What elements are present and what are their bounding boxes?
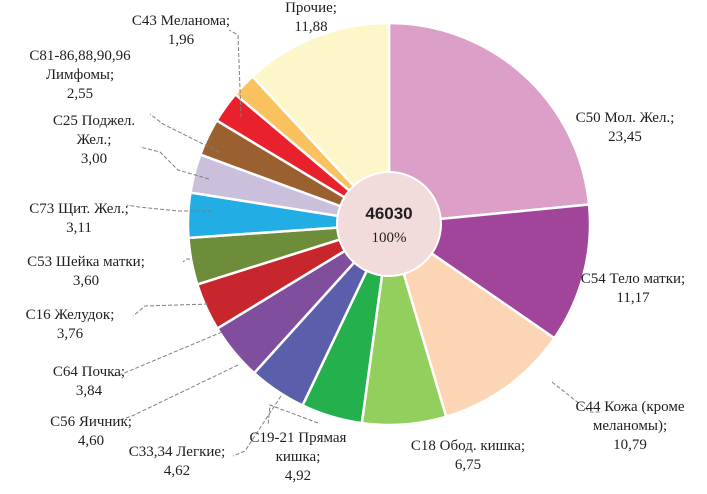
- slice-value: 10,79: [613, 437, 647, 453]
- slice-value: 23,45: [608, 129, 642, 145]
- slice-label: C43 Меланома; 1,96: [132, 13, 230, 48]
- slice-name: C19-21 Прямая: [250, 430, 347, 446]
- slice-label: Прочие; 11,88: [285, 0, 337, 35]
- leader-line: [119, 364, 239, 421]
- slice-name: Жел.;: [77, 132, 112, 148]
- slice-name: C56 Яичник;: [50, 414, 132, 430]
- slice-name: C81-86,88,90,96: [29, 48, 131, 64]
- slice-value: 3,76: [57, 326, 84, 342]
- slice-name: меланомы);: [593, 418, 667, 434]
- slice-label: C64 Почка; 3,84: [53, 364, 125, 399]
- slice-value: 11,17: [616, 290, 650, 306]
- pie-slice: [250, 21, 391, 228]
- slice-label: C18 Обод. кишка; 6,75: [411, 438, 525, 473]
- slice-label: C25 Поджел. Жел.; 3,00: [53, 113, 135, 167]
- slice-name: C53 Шейка матки;: [27, 254, 145, 270]
- center-disc: [336, 171, 442, 277]
- slice-name: C64 Почка;: [53, 364, 125, 380]
- slice-label: C16 Желудок; 3,76: [26, 307, 115, 342]
- slice-value: 6,75: [455, 457, 481, 473]
- slice-value: 4,60: [78, 433, 104, 449]
- center-total-label: 46030: [365, 204, 412, 223]
- slice-name: Прочие;: [285, 0, 337, 16]
- slice-label: C19-21 Прямая кишка; 4,92: [250, 430, 347, 484]
- slice-value: 4,92: [285, 468, 311, 484]
- slice-value: 3,84: [76, 383, 103, 399]
- leader-line: [267, 404, 319, 426]
- slice-label: C53 Шейка матки; 3,60: [27, 254, 145, 289]
- pie-slice: [386, 220, 557, 419]
- slice-label: C56 Яичник; 4,60: [50, 414, 132, 449]
- center-percent-label: 100%: [372, 230, 407, 246]
- slice-label: C54 Тело матки; 11,17: [581, 271, 685, 306]
- slice-label: C81-86,88,90,96 Лимфомы; 2,55: [29, 48, 131, 102]
- leader-line: [111, 331, 223, 377]
- leader-line: [228, 29, 242, 118]
- slice-name: Лимфомы;: [46, 67, 114, 83]
- slice-value: 3,60: [73, 273, 99, 289]
- slice-name: C44 Кожа (кроме: [575, 399, 684, 415]
- slice-value: 3,11: [66, 220, 92, 236]
- leader-line: [139, 146, 210, 180]
- leader-lines-group: [111, 29, 602, 457]
- slice-label: C50 Мол. Жел.; 23,45: [576, 110, 675, 145]
- slice-name: C54 Тело матки;: [581, 271, 685, 287]
- leader-line: [132, 303, 209, 317]
- slice-value: 11,88: [294, 19, 327, 35]
- slice-value: 3,00: [81, 151, 107, 167]
- slice-value: 4,62: [164, 463, 190, 479]
- slice-label: C33,34 Легкие; 4,62: [129, 444, 226, 479]
- slice-name: C18 Обод. кишка;: [411, 438, 525, 454]
- leader-line: [126, 204, 212, 212]
- leader-line: [182, 258, 202, 263]
- slice-value: 1,96: [168, 32, 195, 48]
- slice-name: кишка;: [276, 449, 321, 465]
- slice-name: C43 Меланома;: [132, 13, 230, 29]
- slice-label: C73 Щит. Жел.; 3,11: [29, 201, 129, 236]
- leader-line: [551, 381, 602, 413]
- leader-line: [232, 395, 282, 457]
- slice-name: C25 Поджел.: [53, 113, 135, 129]
- slice-value: 2,55: [67, 86, 93, 102]
- leader-line: [149, 113, 220, 153]
- slice-label: C44 Кожа (кроме меланомы); 10,79: [575, 399, 684, 453]
- pie-slice: [387, 21, 591, 226]
- slice-name: C33,34 Легкие;: [129, 444, 226, 460]
- slice-name: C73 Щит. Жел.;: [29, 201, 129, 217]
- slice-name: C50 Мол. Жел.;: [576, 110, 675, 126]
- slice-name: C16 Желудок;: [26, 307, 115, 323]
